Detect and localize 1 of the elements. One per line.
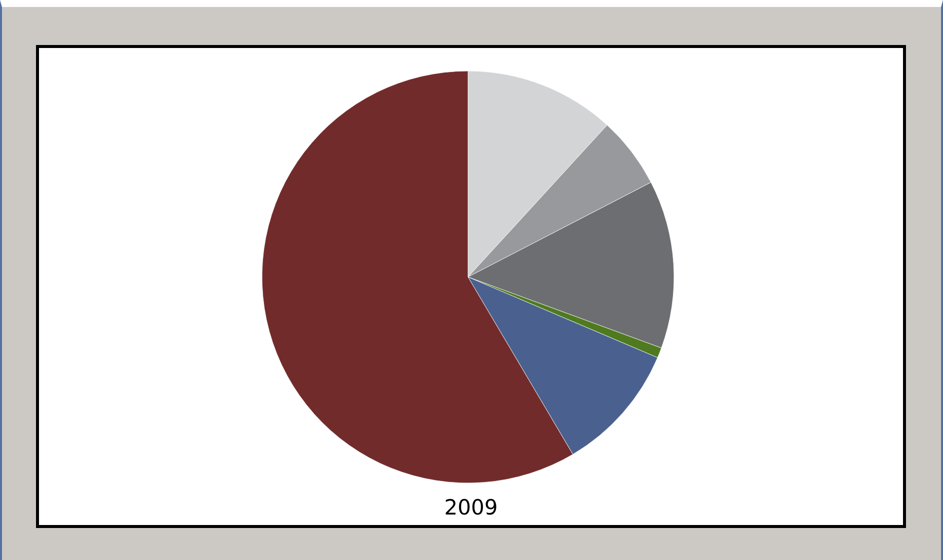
text: 2009 bbox=[444, 496, 498, 520]
